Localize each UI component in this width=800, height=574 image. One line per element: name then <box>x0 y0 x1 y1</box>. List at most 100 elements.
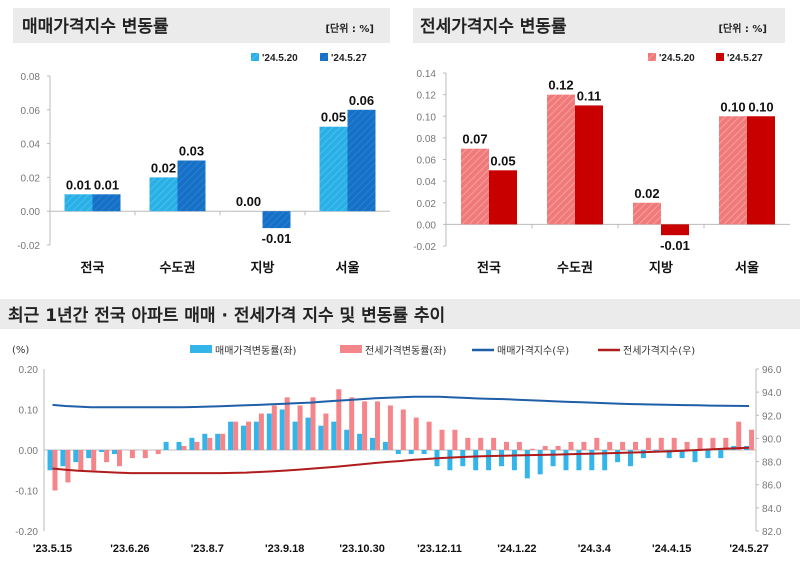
sale-change-bar <box>408 450 414 455</box>
jeonse-change-bar <box>568 441 574 450</box>
legend-label: 매매가격변동률(좌) <box>215 344 297 357</box>
jeonse-change-bar <box>504 441 509 450</box>
sale-change-bar <box>279 409 285 450</box>
data-label: 0.06 <box>349 93 374 108</box>
x-tick-label: '23.8.7 <box>191 543 224 555</box>
jeonse-change-bar <box>220 433 226 450</box>
sale-change-bar <box>447 450 453 471</box>
legend-label: '24.5.27 <box>727 53 763 64</box>
jeonse-change-bar <box>684 441 690 450</box>
category-label: 서울 <box>735 260 759 276</box>
jeonse-change-bar <box>78 450 84 471</box>
jeonse-change-bar <box>478 437 484 450</box>
sale-change-bar <box>60 450 66 467</box>
jeonse-index-line <box>52 446 750 475</box>
legend-swatch <box>251 53 259 61</box>
sale-change-bar <box>176 441 182 450</box>
data-label: 0.12 <box>548 78 573 93</box>
jeonse-change-bar <box>336 389 342 450</box>
y-tick-label: 0.12 <box>417 91 437 102</box>
sale-change-bar-chart: 0.08 0.06 0.04 0.02 0.00 -0.02 전국 0.01 0.01 수도권 0.… <box>17 53 390 276</box>
bar-curr <box>92 194 121 212</box>
jeonse-change-bar <box>117 450 122 467</box>
sale-change-bar <box>318 425 324 450</box>
x-tick-label: '23.9.18 <box>265 543 304 555</box>
legend-label: '24.5.20 <box>659 53 695 64</box>
category-label: 서울 <box>336 260 360 276</box>
panel3-title-bar <box>0 299 800 329</box>
jeonse-change-bar <box>607 441 613 450</box>
category-label: 지방 <box>649 260 673 276</box>
sale-change-bar <box>511 450 517 471</box>
panel2-title: 전세가격지수 변동률 <box>420 17 567 37</box>
bar-prev <box>719 116 747 225</box>
jeonse-change-bar <box>439 429 445 450</box>
sale-change-bar <box>202 433 208 450</box>
sale-change-bar <box>679 450 685 459</box>
jeonse-change-bar <box>658 437 664 450</box>
jeonse-change-bar <box>452 429 458 450</box>
sale-change-bar <box>47 450 53 471</box>
jeonse-change-bar <box>207 437 213 450</box>
y-tick-label: 0.04 <box>417 177 437 188</box>
sale-change-bar <box>718 450 724 459</box>
jeonse-change-bar <box>542 445 548 450</box>
jeonse-change-bar <box>426 421 432 450</box>
sale-change-bar <box>615 450 621 463</box>
trend-combo-chart: 0.20 0.10 0.00 -0.10 -0.20 96.0 94.0 92.0 90.0 88… <box>15 344 782 555</box>
bar-curr <box>177 160 206 212</box>
y-tick-label: 0.08 <box>21 72 41 83</box>
jeonse-change-bar <box>671 437 677 450</box>
x-tick-label: '23.5.15 <box>33 543 72 555</box>
x-tick-label: '23.12.11 <box>417 543 462 555</box>
sale-change-bar <box>602 450 608 471</box>
data-label: 0.01 <box>66 177 91 192</box>
category-label: 수도권 <box>160 261 196 276</box>
bar-prev <box>319 126 348 212</box>
jeonse-change-bar <box>710 437 716 450</box>
y-tick-label: 0.00 <box>417 220 437 231</box>
category-label: 전국 <box>81 260 105 276</box>
sale-change-bar <box>305 417 311 450</box>
right-tick-label: 92.0 <box>762 411 782 422</box>
sale-change-bar <box>228 421 234 450</box>
legend-label: 전세가격변동률(좌) <box>365 344 447 357</box>
sale-change-bar <box>537 450 543 475</box>
sale-change-bar <box>357 433 363 450</box>
sale-change-bar <box>705 450 711 459</box>
sale-change-bar <box>99 450 105 453</box>
jeonse-change-bar <box>465 437 471 450</box>
sale-change-bar <box>576 450 582 471</box>
sale-change-bar <box>563 450 569 471</box>
data-label: 0.07 <box>462 132 487 147</box>
x-tick-label: '24.4.15 <box>652 543 691 555</box>
data-label: 0.02 <box>151 160 176 175</box>
y-tick-label: 0.10 <box>417 112 437 123</box>
right-tick-label: 84.0 <box>762 504 782 515</box>
jeonse-change-bar <box>529 448 535 450</box>
sale-change-bar <box>344 429 350 450</box>
sale-change-bar <box>215 433 221 450</box>
y-tick-label: 0.04 <box>21 140 41 151</box>
y-tick-label: -0.02 <box>413 242 436 253</box>
category-label: 전국 <box>477 260 501 276</box>
data-label: 0.00 <box>236 194 261 209</box>
sale-change-bar <box>550 450 556 467</box>
legend-label: 전세가격지수(우) <box>623 344 695 357</box>
panel2-title-bar <box>413 8 785 43</box>
y-tick-label: 0.02 <box>417 199 437 210</box>
jeonse-change-bar <box>723 437 729 450</box>
bar-prev <box>633 202 661 225</box>
panel2-unit: [단위 : %] <box>718 22 767 35</box>
jeonse-change-bar <box>129 450 135 459</box>
jeonse-change-bar <box>387 405 393 450</box>
y-tick-label: 0.14 <box>417 69 437 80</box>
data-label: 0.05 <box>321 110 346 125</box>
jeonse-change-bar <box>297 405 303 450</box>
sale-change-bar <box>524 450 530 479</box>
panel1-title-bar <box>13 8 390 43</box>
bar-curr <box>489 170 517 225</box>
jeonse-change-bar <box>645 437 651 450</box>
sale-change-bar <box>589 450 595 471</box>
